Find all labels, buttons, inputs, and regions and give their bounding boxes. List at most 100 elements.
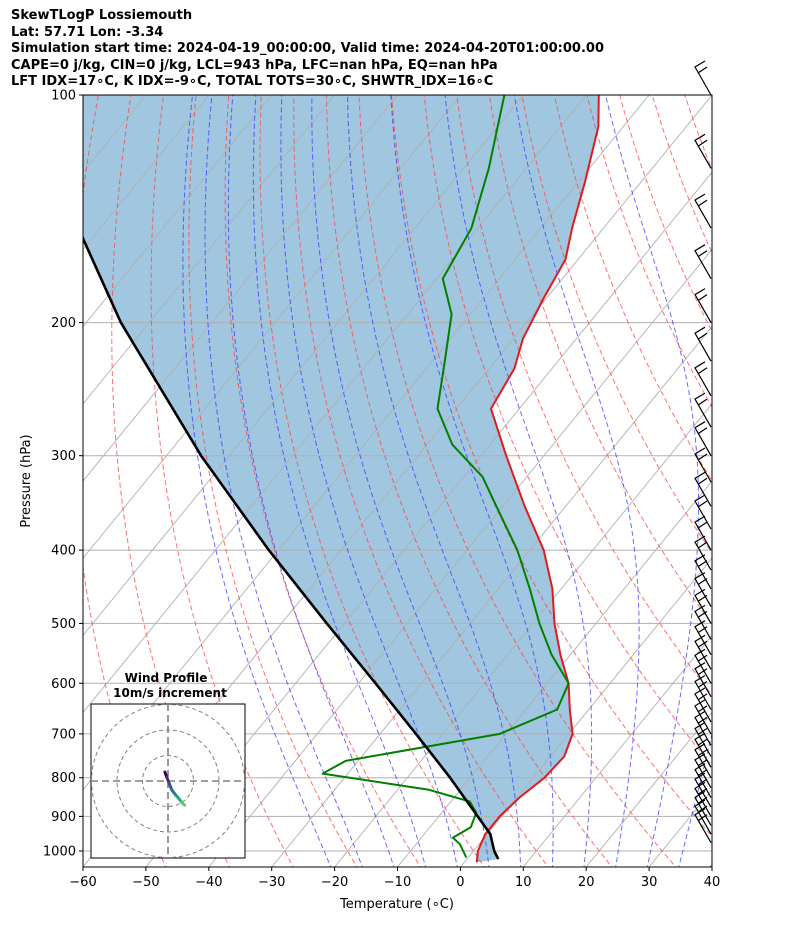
- y-axis-label: Pressure (hPa): [19, 434, 34, 527]
- wind-barb: [694, 721, 712, 757]
- x-tick-label: −10: [384, 875, 411, 890]
- y-tick-label: 1000: [43, 844, 76, 859]
- dry-adiabat: [188, 95, 358, 867]
- moist-adiabat: [346, 95, 522, 867]
- dry-adiabat: [619, 95, 712, 333]
- wind-barb: [694, 494, 712, 530]
- x-tick-label: 40: [704, 875, 721, 890]
- isotherm-gridline: [83, 95, 587, 714]
- dry-adiabat: [521, 95, 712, 554]
- y-tick-label: 600: [51, 677, 76, 692]
- wind-barb: [694, 133, 712, 169]
- location: Lat: 57.71 Lon: -3.34: [11, 24, 164, 40]
- isotherm-gridline: [83, 95, 84, 96]
- isotherm-gridline: [522, 634, 712, 867]
- y-tick-label: 200: [51, 316, 76, 331]
- isotherm-gridline: [460, 557, 712, 867]
- isotherm-gridline: [83, 95, 210, 251]
- moist-adiabat: [605, 95, 699, 867]
- dry-adiabat: [325, 95, 613, 867]
- wind-barb: [694, 535, 712, 571]
- hodograph-title: Wind Profile: [125, 671, 208, 685]
- isotherm-gridline: [271, 325, 712, 867]
- y-tick-label: 300: [51, 449, 76, 464]
- y-tick-label: 100: [51, 89, 76, 104]
- isotherm-gridline: [83, 95, 524, 637]
- dry-adiabat: [651, 95, 712, 254]
- dry-adiabat: [553, 95, 712, 482]
- dry-adiabat: [259, 95, 486, 867]
- isotherm-gridline: [334, 403, 712, 867]
- isotherm-gridline: [145, 171, 712, 867]
- cin-cape-shading: [83, 95, 599, 863]
- title: SkewTLogP Lossiemouth: [11, 8, 193, 23]
- wind-barb: [694, 288, 712, 323]
- moist-adiabat: [390, 95, 554, 867]
- wind-barb: [694, 447, 712, 483]
- hodograph-ring: [91, 704, 245, 858]
- x-tick-label: −60: [69, 875, 96, 890]
- moist-adiabat: [311, 95, 490, 867]
- wind-barb: [694, 572, 712, 607]
- moist-adiabat: [227, 95, 395, 867]
- dry-adiabat: [717, 95, 794, 870]
- y-tick-label: 800: [51, 771, 76, 786]
- moist-adiabat: [678, 731, 712, 867]
- wind-barb: [694, 361, 712, 397]
- moist-adiabat: [513, 95, 640, 867]
- wind-barb: [694, 244, 712, 279]
- isotherm-gridline: [83, 95, 461, 559]
- dry-adiabat: [423, 95, 712, 767]
- wind-barb: [694, 674, 712, 710]
- hodograph-ring: [116, 729, 220, 833]
- x-tick-label: 10: [515, 875, 532, 890]
- isotherm-gridline: [208, 248, 712, 867]
- dry-adiabat: [750, 95, 794, 870]
- y-tick-label: 500: [51, 617, 76, 632]
- y-tick-label: 900: [51, 810, 76, 825]
- moist-adiabat: [709, 859, 712, 867]
- wind-barb: [694, 648, 712, 684]
- y-tick-label: 700: [51, 727, 76, 742]
- x-tick-label: −20: [321, 875, 348, 890]
- temperature-profile-line: [475, 95, 600, 863]
- wind-barb: [694, 662, 712, 697]
- x-tick-label: −40: [195, 875, 222, 890]
- wind-barb: [694, 193, 712, 229]
- y-tick-label: 400: [51, 544, 76, 559]
- dry-adiabat: [293, 95, 549, 867]
- x-tick-label: −50: [132, 875, 159, 890]
- dry-adiabat: [586, 95, 712, 408]
- wind-barb: [694, 60, 712, 96]
- isotherm-gridline: [585, 711, 712, 867]
- hodograph: Wind Profile 10m/s increment: [90, 671, 246, 859]
- hodograph-trace: [180, 801, 187, 807]
- parcel-profile-line: [83, 235, 500, 860]
- x-tick-label: 20: [578, 875, 595, 890]
- moist-adiabat: [182, 95, 332, 867]
- x-tick-label: 0: [456, 875, 464, 890]
- isotherm-gridline: [83, 95, 335, 405]
- moist-adiabat: [280, 95, 458, 867]
- moist-adiabat: [252, 95, 427, 867]
- header: SkewTLogP Lossiemouth Lat: 57.71 Lon: -3…: [11, 8, 604, 91]
- x-tick-label: −30: [258, 875, 285, 890]
- hodograph-ring: [142, 755, 194, 807]
- wind-barb: [694, 392, 712, 428]
- simulation-time: Simulation start time: 2024-04-19_00:00:…: [11, 41, 604, 56]
- wind-barb: [694, 687, 712, 723]
- dry-adiabat: [224, 95, 422, 867]
- dry-adiabat: [358, 95, 677, 867]
- wind-barb: [694, 554, 712, 590]
- isotherm-gridline: [397, 480, 712, 867]
- stability-indices-1: CAPE=0 j/kg, CIN=0 j/kg, LCL=943 hPa, LF…: [11, 57, 498, 73]
- wind-barb: [694, 710, 712, 746]
- wind-barb: [694, 421, 712, 456]
- stability-indices-2: LFT IDX=17∘C, K IDX=-9∘C, TOTAL TOTS=30∘…: [11, 74, 494, 89]
- dry-adiabat: [391, 95, 712, 838]
- wind-barb: [694, 326, 712, 362]
- wind-barb: [694, 699, 712, 735]
- moist-adiabat: [204, 95, 363, 867]
- wind-barb: [694, 515, 712, 551]
